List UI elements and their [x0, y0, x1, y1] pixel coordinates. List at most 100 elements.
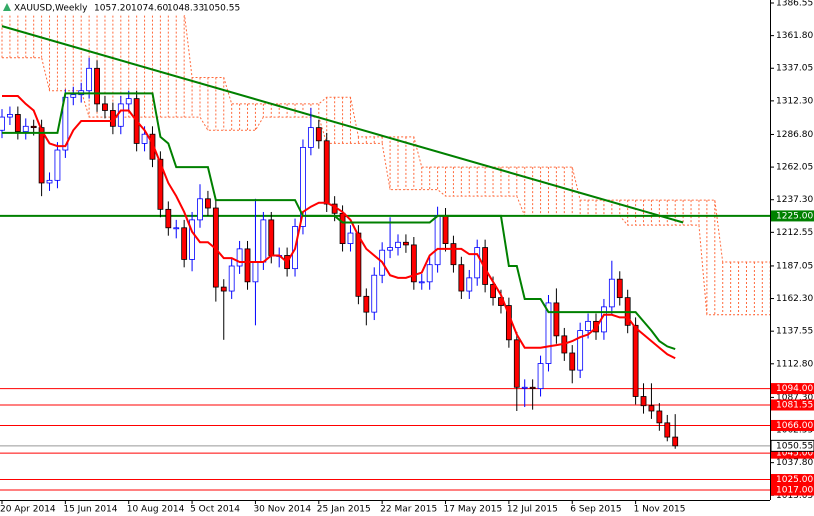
- candle-body: [165, 208, 172, 229]
- candle-body: [46, 179, 53, 184]
- ohlc-open: 1057.20: [94, 4, 131, 14]
- candle-body: [220, 286, 227, 292]
- x-tick-label: 5 Oct 2014: [190, 505, 240, 515]
- candle-body: [545, 302, 552, 364]
- candle-body: [490, 284, 496, 299]
- symbol: XAUUSD,Weekly: [14, 4, 88, 14]
- level-label-box: [771, 419, 814, 431]
- candle-body: [0, 116, 5, 131]
- y-tick-label: 1361.80: [776, 31, 813, 41]
- candle-body: [141, 133, 148, 144]
- candle-body: [426, 264, 433, 283]
- candle-body: [347, 232, 354, 245]
- y-tick-label: 1262.05: [776, 163, 813, 173]
- y-tick-label: 1087.30: [776, 393, 813, 403]
- level-label-box: [771, 383, 814, 395]
- x-tick-label: 6 Sep 2015: [570, 505, 621, 515]
- candle-body: [339, 212, 346, 245]
- candle-body: [236, 248, 243, 267]
- candle-body: [173, 227, 180, 230]
- y-tick-label: 1386.55: [776, 0, 813, 9]
- level-label-box: [771, 474, 814, 486]
- candle-body: [30, 125, 37, 129]
- candle-body: [149, 133, 156, 160]
- candle-body: [307, 127, 314, 148]
- candle-body: [54, 149, 61, 181]
- candle-body: [656, 410, 663, 424]
- candle-body: [403, 241, 409, 246]
- level-label: 1094.00: [776, 384, 813, 394]
- candle-body: [577, 330, 584, 371]
- candle-body: [640, 396, 647, 407]
- header-icon: [3, 3, 11, 11]
- candle-body: [14, 114, 21, 132]
- level-label: 1081.55: [776, 400, 813, 410]
- candle-body: [632, 324, 639, 397]
- x-tick-label: 25 Jan 2015: [317, 505, 371, 515]
- candle-body: [616, 278, 623, 299]
- candle-body: [418, 281, 425, 284]
- candle-body: [355, 232, 362, 297]
- candle-body: [205, 198, 211, 209]
- candle-body: [458, 264, 465, 292]
- level-label-box: [771, 210, 814, 222]
- ohlc-low: 1048.33: [167, 4, 204, 14]
- x-tick-label: 17 May 2015: [444, 505, 503, 515]
- ohlc-close: 1050.55: [203, 4, 240, 14]
- indicator-line: [2, 92, 676, 350]
- candle-body: [70, 94, 77, 98]
- y-tick-label: 1312.30: [776, 96, 813, 106]
- candle-body: [244, 248, 251, 283]
- y-tick-label: 1286.80: [776, 130, 813, 140]
- candle-body: [125, 98, 132, 105]
- x-tick-label: 20 Apr 2014: [0, 505, 56, 515]
- current-price-label: 1050.55: [776, 441, 813, 451]
- candle-body: [323, 140, 330, 205]
- candle-body: [189, 219, 195, 260]
- level-label: 1017.00: [776, 486, 813, 496]
- y-tick-label: 1237.30: [776, 195, 813, 205]
- level-label-box: [771, 399, 814, 411]
- y-tick-label: 1137.55: [776, 327, 813, 337]
- y-tick-label: 1013.05: [776, 491, 813, 501]
- candle-body: [474, 247, 481, 279]
- current-price-box: [770, 439, 814, 452]
- candle-body: [608, 278, 615, 308]
- candle-body: [537, 363, 544, 389]
- y-tick-label: 1187.05: [776, 261, 813, 271]
- candle-body: [553, 302, 560, 337]
- indicator-line: [2, 94, 676, 360]
- level-label: 1025.00: [776, 475, 813, 485]
- y-tick-label: 1112.80: [776, 359, 813, 369]
- candle-body: [94, 67, 100, 105]
- x-tick-label: 30 Nov 2014: [253, 505, 311, 515]
- candle-body: [521, 386, 528, 389]
- header: XAUUSD,Weekly 1057.20 1074.60 1048.33 10…: [0, 0, 240, 15]
- candle-body: [102, 103, 108, 111]
- candle-body: [157, 158, 164, 210]
- x-tick-label: 12 Jul 2015: [507, 505, 558, 515]
- candle-body: [228, 265, 235, 292]
- candle-body: [181, 227, 188, 260]
- candle-body: [117, 103, 124, 127]
- level-label: 1066.00: [776, 421, 813, 431]
- candle-body: [7, 114, 13, 118]
- candle-body: [86, 67, 93, 92]
- x-tick-label: 10 Aug 2014: [127, 505, 185, 515]
- level-label: 1225.00: [776, 211, 813, 221]
- y-tick-label: 1212.55: [776, 228, 813, 238]
- candle-body: [197, 198, 203, 221]
- candle-body: [260, 219, 267, 263]
- x-tick-label: 15 Jun 2014: [63, 505, 117, 515]
- candle-body: [569, 352, 576, 371]
- candle-body: [450, 243, 457, 266]
- candle-body: [513, 339, 520, 388]
- y-tick-label: 1037.80: [776, 458, 813, 468]
- candle-body: [387, 247, 393, 251]
- price-axis: 1386.55 1361.80 1337.05 1312.30 1286.80 1262.…: [770, 0, 814, 501]
- candle-body: [648, 405, 655, 412]
- level-label-box: [771, 484, 814, 496]
- candle-body: [268, 219, 275, 256]
- candle-body: [442, 215, 449, 245]
